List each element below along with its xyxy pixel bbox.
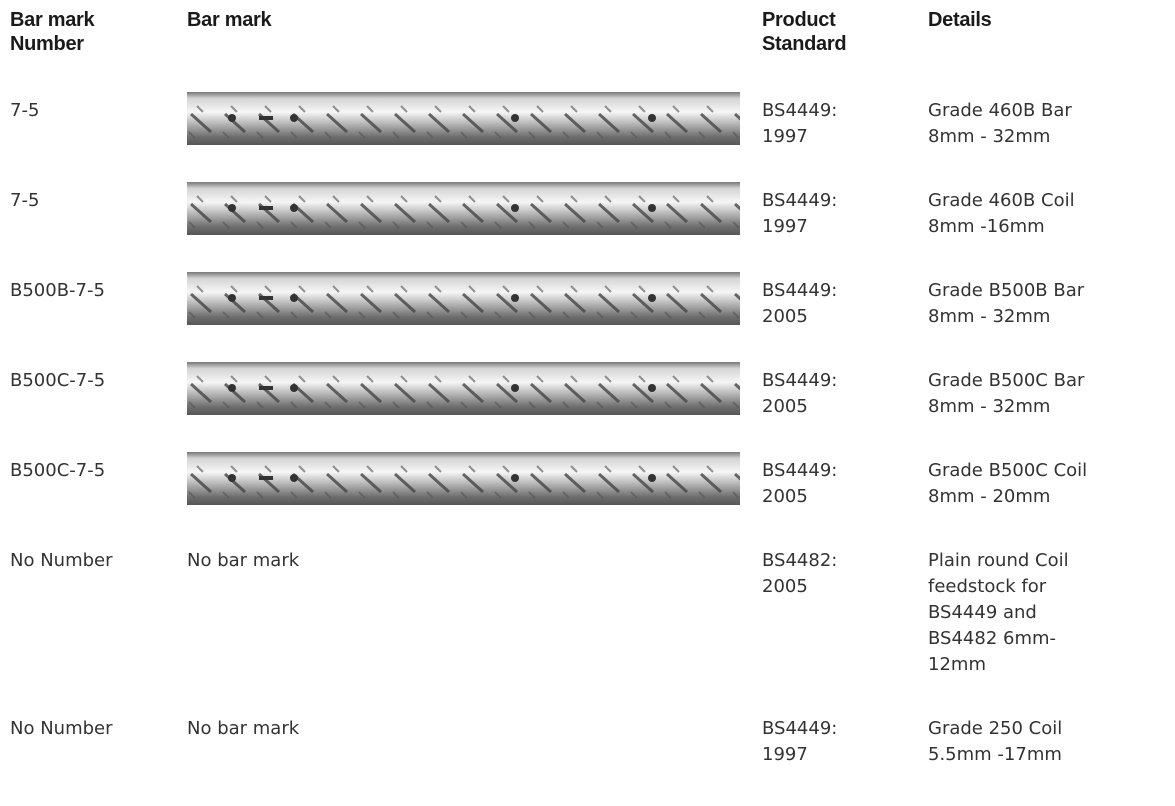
table-row: 7-5 BS4449: 1997 Grade 460B Bar 8mm - 32mm: [0, 92, 1175, 188]
header-cell: Bar mark Number: [10, 8, 187, 56]
table-row: B500C-7-5 BS4449: 2005 Grade B500C Coil 8mm …: [0, 452, 1175, 548]
details-line: Grade 460B Bar: [928, 100, 1072, 121]
details: Plain round Coil feedstock for BS4449 and B…: [928, 548, 1175, 678]
product-standard: BS4449: 1997: [762, 188, 928, 240]
details: Grade B500C Bar 8mm - 32mm: [928, 368, 1175, 420]
header-line: Bar mark: [10, 9, 95, 31]
standard-line: 1997: [762, 744, 808, 765]
rebar-image: [187, 452, 740, 505]
standard-line: BS4449:: [762, 370, 838, 391]
header-cell: Bar mark: [187, 8, 762, 56]
details-line: Grade 250 Coil: [928, 718, 1063, 739]
header-line: Number: [10, 33, 84, 55]
bar-mark-text: No bar mark: [187, 550, 300, 571]
table-row: No Number No bar mark BS4482: 2005 Plain rou…: [0, 548, 1175, 716]
bar-mark-cell: [187, 452, 762, 510]
rebar-image: [187, 92, 740, 145]
rebar-image: [187, 272, 740, 325]
rebar-image: [187, 362, 740, 415]
details-line: 8mm -16mm: [928, 216, 1045, 237]
details-line: BS4449 and: [928, 602, 1037, 623]
bar-mark-cell: [187, 362, 762, 420]
bar-number: B500B-7-5: [10, 280, 105, 301]
table-row: B500C-7-5 BS4449: 2005 Grade B500C Bar 8mm -…: [0, 362, 1175, 458]
details-line: 12mm: [928, 654, 986, 675]
header-cell: Details: [928, 8, 1175, 56]
header-line: Product: [762, 9, 836, 31]
details-line: feedstock for: [928, 576, 1047, 597]
details-line: Grade B500B Bar: [928, 280, 1085, 301]
table-row: 7-5 BS4449: 1997 Grade 460B Coil 8mm -16mm: [0, 182, 1175, 278]
bar-mark-text: No bar mark: [187, 718, 300, 739]
details-line: 8mm - 20mm: [928, 486, 1051, 507]
details: Grade B500C Coil 8mm - 20mm: [928, 458, 1175, 510]
details-line: 5.5mm -17mm: [928, 744, 1062, 765]
rebar-image: [187, 182, 740, 235]
bar-number: No Number: [10, 550, 113, 571]
details-line: Plain round Coil: [928, 550, 1069, 571]
bar-mark-cell: No bar mark: [187, 548, 762, 678]
details-line: BS4482 6mm-: [928, 628, 1057, 649]
details-line: Grade 460B Coil: [928, 190, 1075, 211]
bar-number: 7-5: [10, 100, 40, 121]
standard-line: BS4449:: [762, 718, 838, 739]
bar-number: No Number: [10, 718, 113, 739]
product-standard: BS4482: 2005: [762, 548, 928, 678]
standard-line: 1997: [762, 216, 808, 237]
standard-line: 2005: [762, 576, 808, 597]
standard-line: 2005: [762, 486, 808, 507]
product-standard: BS4449: 2005: [762, 458, 928, 510]
product-standard: BS4449: 1997: [762, 716, 928, 768]
bar-mark-cell: No bar mark: [187, 716, 762, 768]
standard-line: 1997: [762, 126, 808, 147]
product-standard: BS4449: 1997: [762, 98, 928, 150]
details-line: Grade B500C Coil: [928, 460, 1088, 481]
product-standard: BS4449: 2005: [762, 278, 928, 330]
standard-line: BS4449:: [762, 100, 838, 121]
bar-number: 7-5: [10, 190, 40, 211]
bar-mark-cell: [187, 92, 762, 150]
bar-mark-cell: [187, 272, 762, 330]
bar-number: B500C-7-5: [10, 460, 106, 481]
standard-line: BS4449:: [762, 190, 838, 211]
details: Grade B500B Bar 8mm - 32mm: [928, 278, 1175, 330]
details: Grade 250 Coil 5.5mm -17mm: [928, 716, 1175, 768]
header-line: Details: [928, 9, 992, 31]
standard-line: 2005: [762, 306, 808, 327]
header-line: Bar mark: [187, 9, 272, 31]
details: Grade 460B Bar 8mm - 32mm: [928, 98, 1175, 150]
header-line: Standard: [762, 33, 847, 55]
product-standard: BS4449: 2005: [762, 368, 928, 420]
header-row: Bar mark Number Bar mark Product Standard Det…: [0, 0, 1175, 56]
standard-line: BS4482:: [762, 550, 838, 571]
details-line: 8mm - 32mm: [928, 306, 1051, 327]
standard-line: BS4449:: [762, 460, 838, 481]
standard-line: BS4449:: [762, 280, 838, 301]
details-line: 8mm - 32mm: [928, 126, 1051, 147]
table-row: B500B-7-5 BS4449: 2005 Grade B500B Bar 8mm -…: [0, 272, 1175, 368]
table-row: No Number No bar mark BS4449: 1997 Grade 250…: [0, 716, 1175, 806]
details: Grade 460B Coil 8mm -16mm: [928, 188, 1175, 240]
details-line: 8mm - 32mm: [928, 396, 1051, 417]
standard-line: 2005: [762, 396, 808, 417]
bar-mark-cell: [187, 182, 762, 240]
bar-number: B500C-7-5: [10, 370, 106, 391]
header-cell: Product Standard: [762, 8, 928, 56]
details-line: Grade B500C Bar: [928, 370, 1085, 391]
